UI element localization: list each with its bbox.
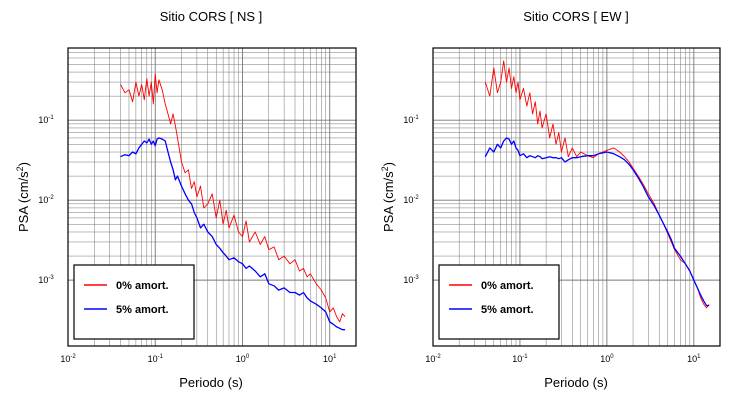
y-tick-label: 10-1: [38, 115, 54, 125]
x-tick-label: 100: [236, 354, 250, 364]
series-line-blue: [484, 137, 710, 307]
x-axis-label: Periodo (s): [179, 375, 243, 390]
x-tick-label: 101: [323, 354, 337, 364]
y-tick-label: 10-3: [403, 275, 419, 285]
legend-label: 0% amort.: [481, 280, 534, 292]
y-axis-label: PSA (cm/s2): [380, 162, 396, 232]
y-tick-label: 10-3: [38, 275, 54, 285]
series-line-red: [484, 60, 710, 309]
grid: [432, 47, 721, 346]
plot-frame: [67, 47, 357, 347]
x-tick-label: 10-2: [425, 354, 441, 364]
chart-title: Sitio CORS [ EW ]: [523, 9, 628, 24]
legend: 0% amort. 5% amort.: [73, 264, 195, 340]
legend: 0% amort. 5% amort.: [438, 264, 560, 340]
chart-title: Sitio CORS [ NS ]: [160, 9, 263, 24]
y-axis-label: PSA (cm/s2): [15, 162, 31, 232]
x-tick-label: 101: [687, 354, 701, 364]
series-line-red: [120, 73, 346, 323]
legend-label: 5% amort.: [481, 304, 534, 316]
legend-box: [73, 264, 195, 340]
legend-box: [438, 264, 560, 340]
series-line-blue: [120, 137, 346, 331]
plot-frame: [432, 47, 721, 347]
x-tick-label: 10-1: [512, 354, 528, 364]
x-tick-label: 10-2: [60, 354, 76, 364]
x-tick-label: 10-1: [148, 354, 164, 364]
chart-panel-2: 10-2 10-1 100 101 10-3 10-2 10-1 Sitio CORS [ E…: [380, 9, 721, 390]
legend-label: 5% amort.: [116, 304, 169, 316]
chart-panel-1: 10-2 10-1 100 101 10-3 10-2 10-1 Sitio CORS [ N…: [15, 9, 357, 390]
legend-label: 0% amort.: [116, 280, 169, 292]
y-tick-label: 10-1: [403, 115, 419, 125]
x-tick-label: 100: [600, 354, 614, 364]
y-tick-label: 10-2: [403, 195, 419, 205]
y-tick-label: 10-2: [38, 195, 54, 205]
x-axis-label: Periodo (s): [544, 375, 608, 390]
